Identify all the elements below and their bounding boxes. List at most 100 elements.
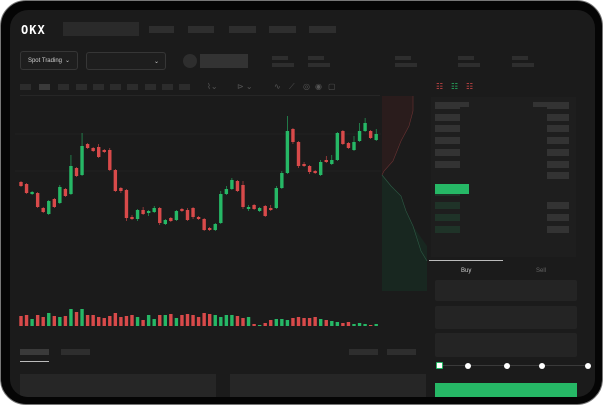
- stat-label: [512, 56, 528, 60]
- draw-tool-icon[interactable]: ⊳ ⌄: [237, 82, 253, 91]
- candlestick-chart[interactable]: [10, 10, 400, 350]
- indicator-icon[interactable]: ⌇⌄: [207, 82, 218, 91]
- line-icon[interactable]: ∿: [274, 82, 281, 91]
- candle-body: [30, 192, 34, 194]
- buy-button[interactable]: [435, 383, 577, 397]
- bid-price[interactable]: [435, 226, 460, 233]
- candle-body: [302, 164, 306, 166]
- active-tab-underline: [20, 361, 49, 362]
- stat-value: [458, 63, 480, 67]
- ruler-icon[interactable]: ⟋: [289, 82, 295, 91]
- candle-body: [47, 201, 51, 214]
- volume-bar: [208, 314, 212, 326]
- stat-value: [308, 63, 330, 67]
- market-type-select[interactable]: Spot Trading ⌄: [20, 51, 78, 70]
- candle-body: [69, 166, 73, 194]
- volume-bar: [80, 309, 84, 326]
- volume-bar: [269, 320, 273, 326]
- volume-bar: [335, 322, 340, 326]
- candle-body: [319, 162, 323, 175]
- ask-price[interactable]: [435, 137, 460, 144]
- slider-step-50[interactable]: [504, 363, 510, 369]
- tab-open-orders[interactable]: [20, 349, 49, 355]
- amount-slider[interactable]: [440, 365, 590, 366]
- volume-bar: [274, 319, 278, 326]
- amount-input[interactable]: [435, 306, 577, 329]
- candle-body: [252, 205, 256, 209]
- volume-bar: [263, 323, 267, 326]
- filter-button[interactable]: [349, 349, 378, 355]
- candle-body: [163, 220, 167, 224]
- interval-button[interactable]: [145, 84, 156, 90]
- slider-handle[interactable]: [436, 362, 443, 369]
- tab-buy[interactable]: Buy: [461, 268, 472, 274]
- tab-order-history[interactable]: [61, 349, 90, 355]
- interval-button[interactable]: [179, 84, 190, 90]
- volume-bar: [102, 318, 106, 326]
- slider-step-25[interactable]: [465, 363, 471, 369]
- candle-body: [135, 210, 140, 219]
- candle-body: [274, 188, 278, 208]
- volume-bar: [291, 318, 295, 326]
- stat-label: [458, 56, 474, 60]
- volume-bar: [47, 313, 51, 326]
- pair-select[interactable]: ⌄: [86, 52, 166, 70]
- interval-button[interactable]: [20, 84, 31, 90]
- interval-button[interactable]: [76, 84, 87, 90]
- ask-price[interactable]: [435, 114, 460, 121]
- volume-bar: [307, 318, 312, 326]
- orderbook-last-price: [435, 184, 469, 194]
- volume-bar: [174, 318, 179, 326]
- slider-step-75[interactable]: [539, 363, 545, 369]
- interval-button[interactable]: [110, 84, 121, 90]
- volume-bar: [130, 315, 134, 326]
- ask-price[interactable]: [435, 161, 460, 168]
- candle-body: [230, 180, 234, 189]
- volume-bar: [113, 313, 118, 326]
- fullscreen-icon[interactable]: ▢: [328, 82, 336, 91]
- order-amount: [547, 161, 569, 168]
- settings-icon[interactable]: ◉: [315, 82, 322, 91]
- nav-item[interactable]: [149, 26, 174, 33]
- candle-body: [285, 131, 290, 173]
- okx-logo[interactable]: OKX: [21, 23, 46, 37]
- volume-bar: [19, 316, 23, 326]
- interval-button[interactable]: [93, 84, 104, 90]
- orderbook-asks-icon[interactable]: ☷: [466, 82, 474, 91]
- slider-step-100[interactable]: [585, 363, 591, 369]
- volume-bar: [296, 317, 301, 326]
- price-input[interactable]: [435, 280, 577, 301]
- interval-button[interactable]: [127, 84, 138, 90]
- candle-body: [196, 217, 201, 219]
- interval-button[interactable]: [39, 84, 50, 90]
- total-input[interactable]: [435, 333, 577, 357]
- candle-body: [124, 190, 129, 218]
- volume-bar: [69, 309, 73, 326]
- bid-price[interactable]: [435, 202, 460, 209]
- nav-item[interactable]: [188, 26, 214, 33]
- volume-bar: [108, 316, 112, 326]
- volume-bar: [30, 319, 34, 326]
- ask-price[interactable]: [435, 125, 460, 132]
- candle-body: [180, 209, 184, 211]
- interval-button[interactable]: [58, 84, 69, 90]
- nav-item[interactable]: [269, 26, 296, 33]
- bid-price[interactable]: [435, 214, 460, 221]
- nav-item[interactable]: [309, 26, 336, 33]
- filter-button[interactable]: [387, 349, 416, 355]
- ask-price[interactable]: [435, 102, 460, 109]
- search-bar[interactable]: [63, 22, 139, 36]
- candle-body: [313, 171, 317, 173]
- volume-bar: [235, 316, 240, 326]
- orderbook-both-icon[interactable]: ☷: [436, 82, 444, 91]
- volume-bar: [63, 316, 68, 326]
- candle-body: [368, 131, 373, 138]
- volume-bar: [91, 315, 95, 326]
- interval-button[interactable]: [162, 84, 173, 90]
- ask-price[interactable]: [435, 149, 460, 156]
- nav-item[interactable]: [229, 26, 256, 33]
- camera-icon[interactable]: ◎: [303, 82, 310, 91]
- tab-sell[interactable]: Sell: [536, 268, 547, 274]
- orderbook-bids-icon[interactable]: ☷: [451, 82, 459, 91]
